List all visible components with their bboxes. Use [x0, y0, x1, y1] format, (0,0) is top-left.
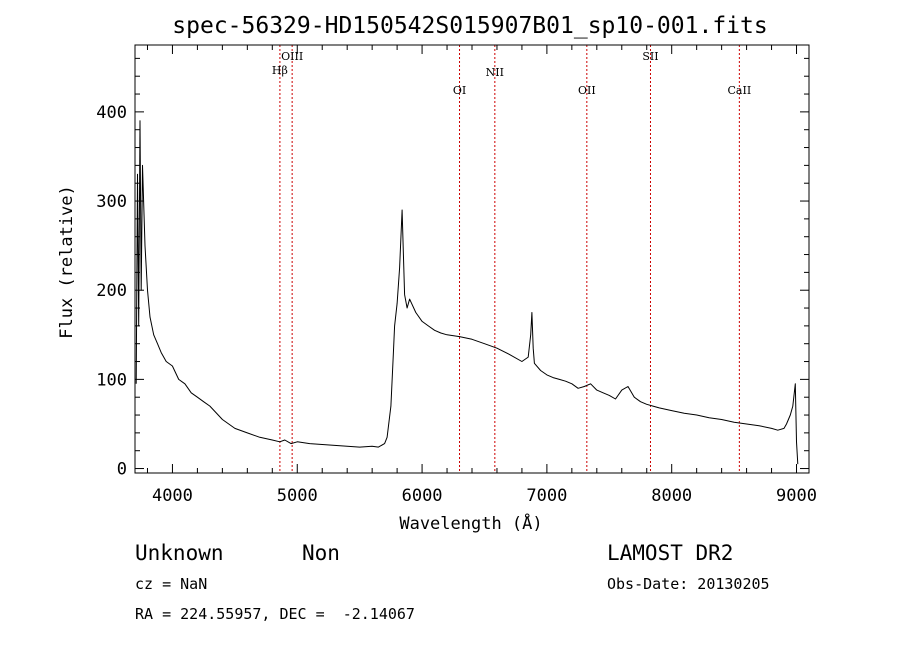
y-tick-label: 200 — [96, 281, 127, 301]
object-subclass: Non — [302, 541, 340, 565]
line-label-4: OII — [578, 84, 596, 97]
y-tick-label: 300 — [96, 192, 127, 212]
y-tick-label: 100 — [96, 370, 127, 390]
coordinates: RA = 224.55957, DEC = -2.14067 — [135, 605, 415, 623]
object-class: Unknown — [135, 541, 224, 565]
y-tick-label: 0 — [117, 460, 127, 480]
y-tick-label: 400 — [96, 103, 127, 123]
line-label-2: OI — [453, 84, 466, 97]
chart-title: spec-56329-HD150542S015907B01_sp10-001.f… — [172, 13, 767, 39]
line-label-5: SII — [642, 50, 658, 63]
line-label-0: Hβ — [272, 64, 288, 77]
plot-area — [135, 120, 799, 465]
line-label-1: OIII — [281, 50, 303, 63]
x-tick-label: 8000 — [651, 486, 692, 506]
spectrum-line-0 — [135, 120, 799, 465]
y-axis-label: Flux (relative) — [57, 185, 77, 339]
obs-date: Obs-Date: 20130205 — [607, 575, 770, 593]
x-tick-label: 9000 — [776, 486, 817, 506]
x-axis-label: Wavelength (Å) — [399, 512, 542, 534]
x-tick-label: 5000 — [277, 486, 318, 506]
redshift-readout: cz = NaN — [135, 575, 207, 593]
x-tick-label: 4000 — [152, 486, 193, 506]
survey-name: LAMOST DR2 — [607, 541, 733, 565]
line-label-6: CaII — [728, 84, 752, 97]
x-tick-label: 7000 — [526, 486, 567, 506]
axes: 4000 5000 6000 7000 8000 9000 0 100 200 300 400 — [96, 45, 817, 506]
x-tick-label: 6000 — [402, 486, 443, 506]
plot-frame — [134, 44, 810, 474]
line-label-3: NII — [486, 66, 504, 79]
